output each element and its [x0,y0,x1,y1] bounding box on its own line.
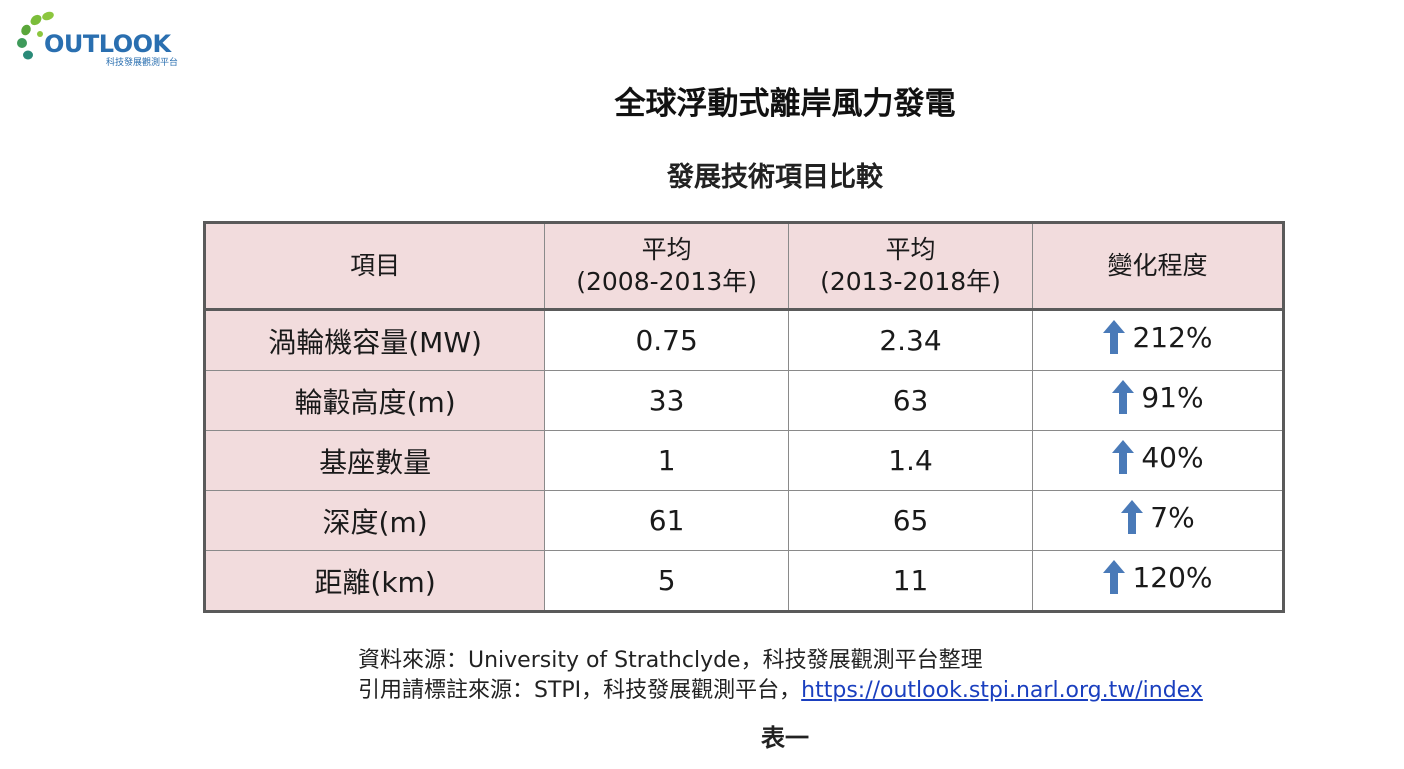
comparison-table: 項目 平均 (2008-2013年) 平均 (2013-2018年) 變化程度 … [203,221,1285,613]
header-item: 項目 [203,222,546,310]
cell-avg-2008-2013: 1 [544,430,790,491]
change-value-wrap: 91% [1111,379,1204,415]
source-link[interactable]: https://outlook.stpi.narl.org.tw/index [801,678,1203,703]
header-change-label: 變化程度 [1107,251,1208,280]
cell-change: 7% [1031,490,1285,551]
cell-item: 輪轂高度(m) [203,370,546,431]
header-avg1-line2: (2008-2013年) [576,267,757,296]
cell-item: 渦輪機容量(MW) [203,309,546,371]
cell-change: 120% [1031,550,1285,612]
header-avg-2013-2018: 平均 (2013-2018年) [788,222,1033,310]
table-row: 基座數量 1 1.4 40% [203,430,1285,491]
source-line-1: 資料來源：University of Strathclyde，科技發展觀測平台整… [358,648,983,673]
page-title: 全球浮動式離岸風力發電 [614,86,956,122]
up-arrow-icon [1121,500,1144,534]
table-caption: 表一 [761,724,809,752]
change-value-wrap: 7% [1120,499,1195,535]
header-avg2-line1: 平均 [885,235,936,264]
outlook-logo: OUTLOOK 科技發展觀測平台 [14,8,184,68]
cell-change: 91% [1031,370,1285,431]
table-row: 距離(km) 5 11 120% [203,550,1285,612]
cell-avg-2013-2018: 11 [788,550,1033,612]
source-line-2: 引用請標註來源：STPI，科技發展觀測平台，https://outlook.st… [358,676,1203,706]
cell-avg-2013-2018: 2.34 [788,309,1033,371]
cell-avg-2013-2018: 1.4 [788,430,1033,491]
source-line-2-prefix: 引用請標註來源：STPI，科技發展觀測平台， [358,678,802,703]
table-header-row: 項目 平均 (2008-2013年) 平均 (2013-2018年) 變化程度 [203,222,1285,310]
logo-dots-icon [17,11,54,60]
cell-avg-2008-2013: 5 [544,550,790,612]
change-value: 120% [1132,560,1213,594]
cell-avg-2008-2013: 33 [544,370,790,431]
cell-item: 距離(km) [203,550,546,612]
cell-avg-2013-2018: 63 [788,370,1033,431]
page-subtitle: 發展技術項目比較 [667,162,883,193]
table-row: 渦輪機容量(MW) 0.75 2.34 212% [203,309,1285,371]
table-row: 深度(m) 61 65 7% [203,490,1285,551]
cell-item: 基座數量 [203,430,546,491]
change-value-wrap: 120% [1102,559,1213,595]
cell-change: 212% [1031,309,1285,371]
logo-text: OUTLOOK [44,30,171,58]
cell-avg-2008-2013: 61 [544,490,790,551]
logo-subtitle: 科技發展觀測平台 [106,58,179,68]
header-avg1-line1: 平均 [641,235,692,264]
header-item-label: 項目 [350,251,401,280]
table-row: 輪轂高度(m) 33 63 91% [203,370,1285,431]
up-arrow-icon [1112,440,1135,474]
change-value: 91% [1141,380,1204,414]
cell-avg-2013-2018: 65 [788,490,1033,551]
change-value: 40% [1141,440,1204,474]
source-note: 資料來源：University of Strathclyde，科技發展觀測平台整… [358,646,1203,706]
change-value: 212% [1132,320,1213,354]
header-change: 變化程度 [1031,222,1285,310]
cell-avg-2008-2013: 0.75 [544,309,790,371]
up-arrow-icon [1103,560,1126,594]
change-value-wrap: 212% [1102,319,1213,355]
header-avg2-line2: (2013-2018年) [820,267,1001,296]
up-arrow-icon [1112,380,1135,414]
header-avg-2008-2013: 平均 (2008-2013年) [544,222,790,310]
change-value: 7% [1150,500,1195,534]
cell-change: 40% [1031,430,1285,491]
change-value-wrap: 40% [1111,439,1204,475]
cell-item: 深度(m) [203,490,546,551]
up-arrow-icon [1103,320,1126,354]
